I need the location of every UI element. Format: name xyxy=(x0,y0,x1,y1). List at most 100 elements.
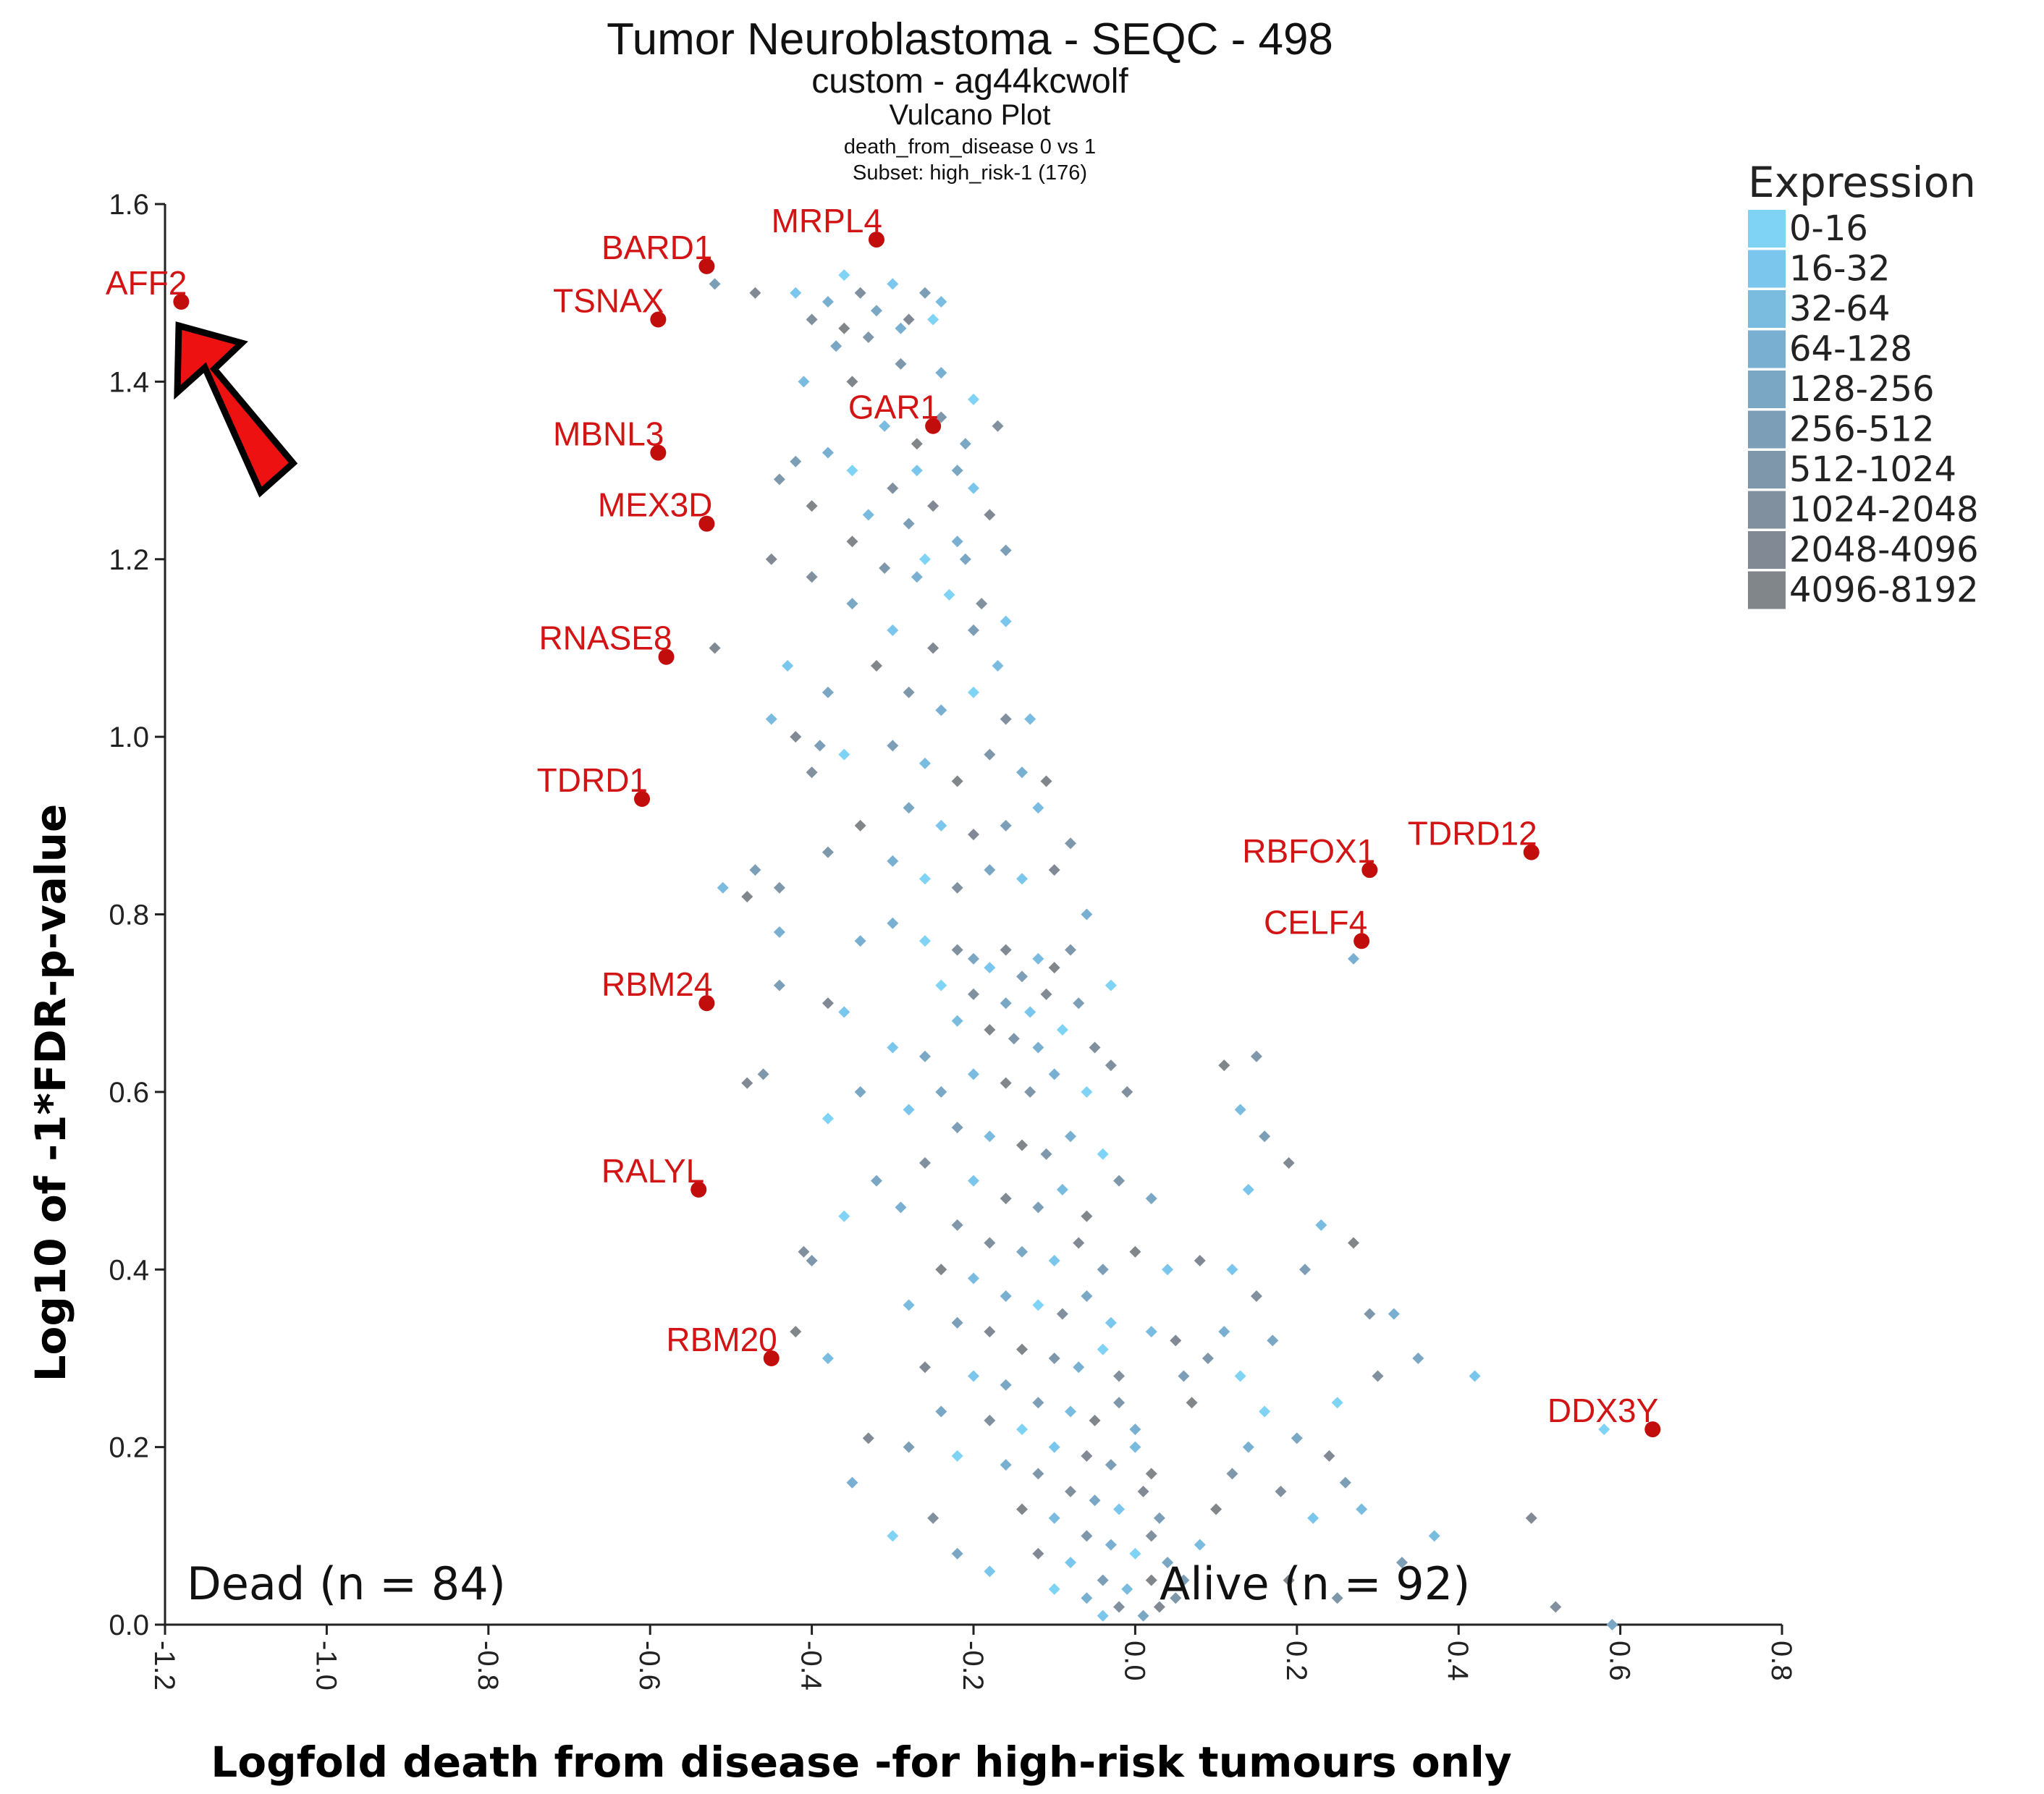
gene-point xyxy=(773,881,785,894)
gene-point xyxy=(918,287,931,299)
gene-point xyxy=(1129,1423,1141,1436)
gene-point xyxy=(887,1041,899,1054)
gene-point xyxy=(951,465,963,477)
legend-label: 32-64 xyxy=(1789,289,1890,329)
gene-point xyxy=(846,598,858,610)
gene-point xyxy=(1000,1290,1012,1303)
gene-point xyxy=(1032,1468,1044,1480)
chart-subtitle-2: Vulcano Plot xyxy=(889,99,1050,131)
highlighted-genes: AFF2 BARD1 MRPL4 TSNAX GAR1 MBNL3 MEX3D RNASE8 T… xyxy=(106,202,1661,1438)
legend-label: 128-256 xyxy=(1789,369,1935,410)
gene-point xyxy=(1242,1441,1254,1453)
legend-swatch xyxy=(1748,491,1786,529)
gene-point xyxy=(959,438,971,450)
gene-point xyxy=(838,1006,850,1018)
gene-point xyxy=(1121,1086,1133,1098)
gene-point xyxy=(1048,1352,1060,1364)
gene-point xyxy=(1105,1459,1117,1471)
y-tick-label: 1.0 xyxy=(109,722,149,753)
gene-point xyxy=(1250,1050,1262,1062)
legend-label: 4096-8192 xyxy=(1789,570,1979,611)
gene-label: BARD1 xyxy=(601,229,712,266)
gene-point xyxy=(1048,1441,1060,1453)
gene-point xyxy=(862,331,874,344)
gene-point xyxy=(1016,1245,1029,1258)
y-axis-label: Log10 of -1*FDR-p-value xyxy=(26,804,75,1382)
x-tick-label: 0.6 xyxy=(1604,1641,1636,1681)
gene-point xyxy=(984,1130,996,1143)
gene-point xyxy=(1259,1405,1271,1418)
y-tick-label: 1.2 xyxy=(109,544,149,576)
gene-point xyxy=(1469,1370,1481,1382)
gene-label: TDRD12 xyxy=(1408,815,1537,852)
gene-point xyxy=(887,278,899,290)
gene-point xyxy=(1388,1308,1400,1320)
highlighted-gene-point xyxy=(1644,1421,1661,1438)
gene-point xyxy=(1218,1326,1230,1338)
gene-point xyxy=(1065,1130,1077,1143)
gene-point xyxy=(1298,1264,1311,1276)
gene-point xyxy=(968,686,979,698)
gene-point xyxy=(1000,713,1012,725)
gene-point xyxy=(1089,1414,1101,1426)
gene-point xyxy=(1347,952,1359,965)
y-tick-label: 0.0 xyxy=(109,1609,149,1641)
gene-label: RBFOX1 xyxy=(1242,832,1375,870)
gene-point xyxy=(1170,1334,1182,1347)
red-arrow-icon xyxy=(174,321,298,498)
scatter-points xyxy=(709,269,1618,1630)
gene-point xyxy=(1097,1343,1109,1355)
gene-point xyxy=(1234,1104,1246,1116)
gene-point xyxy=(1048,962,1060,974)
gene-point xyxy=(1081,1530,1093,1542)
gene-point xyxy=(806,571,818,583)
gene-point xyxy=(1016,1503,1029,1515)
gene-point xyxy=(1024,1006,1036,1018)
gene-point xyxy=(1000,544,1012,557)
gene-point xyxy=(1016,970,1029,983)
legend-label: 1024-2048 xyxy=(1789,490,1979,530)
gene-point xyxy=(935,704,947,716)
highlighted-gene-point xyxy=(698,995,715,1012)
gene-point xyxy=(1291,1432,1303,1444)
gene-point xyxy=(1065,1557,1077,1569)
gene-point xyxy=(887,740,899,752)
gene-point xyxy=(903,313,915,326)
gene-point xyxy=(918,553,931,565)
gene-point xyxy=(1137,1485,1149,1497)
gene-point xyxy=(1048,1512,1060,1524)
y-tick-label: 0.4 xyxy=(109,1254,149,1286)
gene-point xyxy=(1250,1290,1262,1303)
x-axis-label: Logfold death from disease -for high-ris… xyxy=(211,1738,1511,1787)
gene-point xyxy=(790,731,802,743)
gene-point xyxy=(1428,1530,1440,1542)
gene-point xyxy=(879,420,891,432)
chart-subtitle-1: custom - ag44kcwolf xyxy=(811,62,1128,101)
gene-point xyxy=(1073,997,1085,1010)
gene-point xyxy=(1000,1459,1012,1471)
gene-point xyxy=(951,775,963,787)
gene-point xyxy=(1032,1299,1044,1311)
gene-point xyxy=(1121,1583,1133,1595)
gene-point xyxy=(968,1068,979,1080)
gene-point xyxy=(1105,1059,1117,1072)
x-tick-label: 0.4 xyxy=(1442,1641,1474,1681)
gene-point xyxy=(830,340,842,352)
gene-point xyxy=(968,1370,979,1382)
gene-point xyxy=(1218,1059,1230,1072)
gene-point xyxy=(1016,1139,1029,1151)
gene-point xyxy=(741,890,753,902)
gene-point xyxy=(935,1264,947,1276)
gene-point xyxy=(1267,1334,1279,1347)
gene-point xyxy=(854,819,866,832)
gene-point xyxy=(1113,1370,1126,1382)
gene-point xyxy=(1097,1609,1109,1622)
gene-point xyxy=(951,1316,963,1329)
legend-swatch xyxy=(1748,451,1786,488)
gene-point xyxy=(790,287,802,299)
legend-swatch xyxy=(1748,531,1786,569)
gene-point xyxy=(951,536,963,548)
gene-point xyxy=(935,1405,947,1418)
gene-point xyxy=(903,686,915,698)
gene-point xyxy=(1032,802,1044,814)
